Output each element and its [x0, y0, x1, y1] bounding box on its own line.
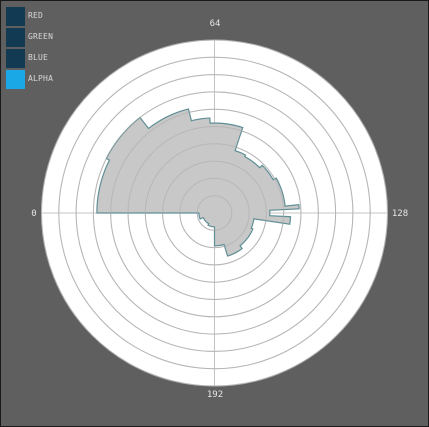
green-swatch: [6, 28, 25, 47]
overlay-ring: [179, 177, 250, 249]
legend-item-red[interactable]: RED: [4, 5, 84, 26]
center-rings: [41, 39, 388, 387]
angle-tick-0: 0: [31, 209, 36, 219]
overlay-ring: [162, 160, 267, 266]
legend-label-red: RED: [28, 11, 44, 20]
overlay-ring: [127, 126, 302, 300]
legend-item-blue[interactable]: BLUE: [4, 47, 84, 68]
overlay-ring: [110, 108, 319, 318]
angle-tick-64: 64: [210, 19, 221, 29]
angle-tick-128: 128: [392, 209, 408, 219]
angle-tick-192: 192: [207, 390, 223, 400]
channel-legend: RED GREEN BLUE ALPHA: [4, 5, 84, 89]
overlay-ring: [58, 56, 371, 370]
legend-label-green: GREEN: [28, 32, 54, 41]
overlay-ring: [196, 195, 233, 231]
legend-label-alpha: ALPHA: [28, 74, 54, 83]
red-swatch: [6, 7, 25, 26]
overlay-ring: [144, 143, 285, 283]
alpha-swatch: [6, 70, 25, 89]
blue-swatch: [6, 49, 25, 68]
overlay-ring: [92, 91, 337, 335]
legend-item-alpha[interactable]: ALPHA: [4, 68, 84, 89]
overlay-ring: [75, 74, 354, 352]
legend-item-green[interactable]: GREEN: [4, 26, 84, 47]
legend-label-blue: BLUE: [28, 53, 49, 62]
overlay-ring: [41, 39, 388, 387]
